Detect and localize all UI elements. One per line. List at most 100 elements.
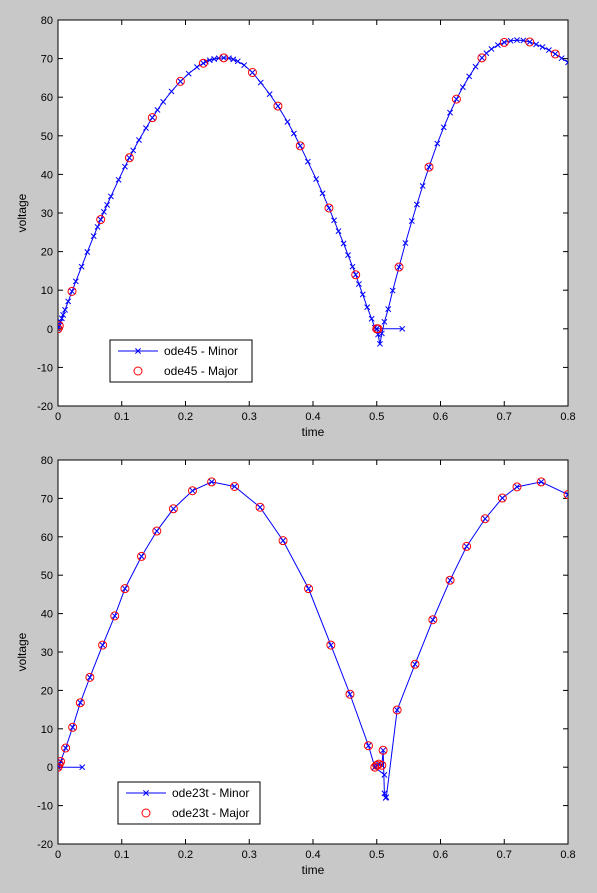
data-point-o — [110, 611, 120, 621]
data-point-x — [297, 142, 304, 149]
data-point-x — [284, 118, 291, 125]
data-layer — [58, 477, 568, 801]
data-point-x — [447, 577, 454, 584]
y-tick-label: 60 — [41, 92, 53, 104]
data-point-x — [325, 205, 332, 211]
data-point-x — [90, 233, 97, 240]
data-point-x — [539, 44, 546, 50]
data-point-x — [381, 771, 388, 778]
data-point-o — [147, 113, 157, 123]
data-point-o — [363, 741, 373, 751]
x-tick-label: 0.8 — [560, 849, 575, 861]
data-point-x — [413, 201, 420, 208]
data-point-x — [266, 91, 273, 98]
data-point-x — [104, 201, 111, 208]
x-tick-label: 0.8 — [560, 411, 575, 423]
y-tick-label: 50 — [41, 131, 53, 143]
data-point-x — [194, 64, 200, 71]
data-point-x — [526, 39, 533, 45]
data-point-x — [290, 130, 297, 137]
data-point-x — [507, 37, 514, 44]
data-point-x — [153, 528, 160, 534]
data-point-x — [257, 504, 264, 511]
data-point-x — [305, 585, 312, 592]
data-point-x — [459, 84, 466, 91]
data-point-x — [419, 183, 426, 189]
data-point-o — [96, 215, 106, 225]
x-tick-label: 0.5 — [369, 411, 384, 423]
data-point-o — [410, 659, 420, 669]
data-point-x — [111, 612, 118, 619]
data-point-o — [428, 615, 438, 625]
data-point-o — [462, 541, 472, 551]
data-point-o — [230, 481, 240, 491]
data-point-x — [107, 193, 114, 200]
data-point-x — [69, 724, 76, 731]
data-point-x — [429, 616, 436, 623]
data-point-o — [324, 203, 334, 213]
data-point-x — [115, 176, 122, 183]
data-point-x — [234, 58, 241, 65]
data-point-x — [368, 315, 375, 322]
data-point-o — [58, 756, 66, 766]
data-point-x — [514, 37, 520, 44]
data-point-x — [121, 585, 128, 592]
data-point-o — [351, 270, 361, 280]
data-point-o — [124, 153, 134, 163]
series-ode45---minor — [58, 37, 568, 347]
data-point-x — [565, 491, 568, 498]
y-tick-label: -10 — [37, 362, 53, 374]
legend-marker-o — [141, 808, 151, 818]
y-tick-label: 10 — [41, 724, 53, 736]
data-point-o — [394, 262, 404, 272]
y-axis-label: voltage — [15, 193, 29, 232]
data-point-o — [273, 101, 283, 111]
data-point-x — [331, 217, 337, 224]
data-point-x — [304, 158, 311, 165]
data-point-x — [58, 315, 65, 322]
legend-marker-x — [135, 348, 141, 354]
data-point-x — [538, 478, 545, 485]
data-point-x — [383, 794, 390, 801]
data-point-x — [62, 306, 68, 313]
data-point-x — [453, 96, 460, 103]
data-point-x — [447, 109, 454, 116]
data-point-o — [326, 640, 336, 650]
data-point-x — [402, 240, 409, 247]
data-point-o — [304, 584, 314, 594]
data-point-x — [552, 51, 559, 57]
data-point-x — [501, 39, 508, 46]
y-tick-label: 0 — [47, 762, 53, 774]
legend-marker-x — [143, 790, 149, 796]
plot-area — [57, 459, 569, 845]
data-point-x — [313, 176, 320, 182]
data-point-x — [408, 218, 415, 225]
y-tick-label: -20 — [37, 839, 53, 851]
data-point-x — [396, 264, 403, 270]
data-point-x — [208, 478, 215, 485]
data-point-x — [355, 281, 362, 287]
data-point-x — [72, 278, 79, 285]
data-point-o — [120, 584, 130, 594]
data-point-x — [185, 70, 192, 77]
data-point-o — [175, 76, 185, 86]
data-point-x — [466, 73, 473, 80]
data-point-x — [211, 56, 218, 62]
data-point-x — [154, 106, 161, 113]
data-point-x — [280, 537, 286, 544]
data-point-x — [94, 223, 101, 230]
data-point-x — [472, 63, 479, 70]
data-point-x — [136, 137, 142, 143]
data-point-x — [274, 103, 281, 110]
data-point-x — [78, 263, 85, 270]
data-point-x — [58, 325, 61, 332]
x-tick-label: 0.4 — [305, 411, 320, 423]
data-point-x — [231, 483, 238, 490]
data-point-x — [533, 41, 540, 48]
data-point-x — [97, 216, 104, 223]
x-tick-label: 0.2 — [178, 849, 193, 861]
series-line — [58, 481, 568, 799]
data-point-o — [67, 286, 77, 296]
data-point-x — [399, 325, 406, 332]
